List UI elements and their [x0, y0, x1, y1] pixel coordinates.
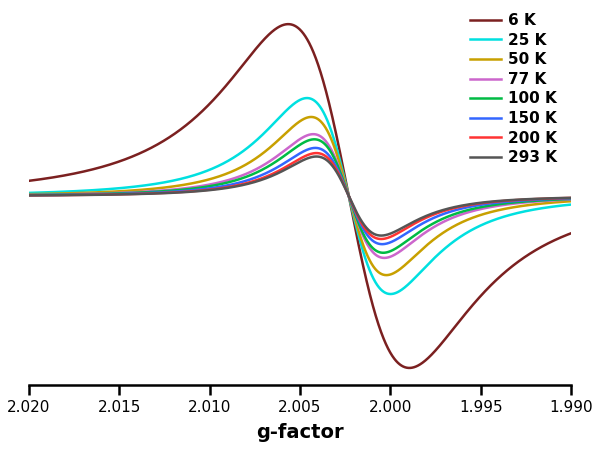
- 50 K: [389, 271, 396, 276]
- 293 K: [313, 154, 320, 159]
- 200 K: [224, 185, 231, 190]
- 293 K: [389, 230, 396, 235]
- 100 K: [380, 250, 387, 255]
- 150 K: [389, 239, 396, 244]
- 25 K: [389, 291, 396, 296]
- 25 K: [358, 243, 365, 248]
- 25 K: [448, 240, 455, 246]
- 77 K: [448, 216, 455, 221]
- 200 K: [377, 236, 385, 242]
- 6 K: [358, 255, 365, 260]
- 100 K: [495, 202, 502, 207]
- 200 K: [448, 206, 455, 211]
- 200 K: [313, 150, 320, 156]
- 150 K: [448, 209, 455, 214]
- 150 K: [101, 192, 108, 197]
- Line: 150 K: 150 K: [0, 148, 600, 244]
- 6 K: [389, 353, 396, 359]
- 293 K: [495, 198, 502, 204]
- 293 K: [358, 218, 365, 224]
- 200 K: [358, 220, 365, 226]
- 150 K: [495, 200, 502, 205]
- 6 K: [406, 365, 413, 370]
- 293 K: [224, 185, 231, 190]
- 100 K: [224, 180, 231, 185]
- Legend: 6 K, 25 K, 50 K, 77 K, 100 K, 150 K, 200 K, 293 K: 6 K, 25 K, 50 K, 77 K, 100 K, 150 K, 200…: [464, 7, 563, 172]
- 6 K: [284, 22, 292, 27]
- 50 K: [308, 114, 315, 120]
- Line: 100 K: 100 K: [0, 139, 600, 253]
- 200 K: [495, 199, 502, 204]
- 77 K: [380, 255, 388, 260]
- Line: 200 K: 200 K: [0, 153, 600, 239]
- 25 K: [101, 187, 108, 192]
- 150 K: [312, 145, 319, 150]
- 200 K: [389, 233, 396, 238]
- Line: 293 K: 293 K: [0, 157, 600, 236]
- 50 K: [383, 273, 390, 278]
- 77 K: [495, 203, 502, 208]
- 100 K: [311, 136, 318, 142]
- 50 K: [448, 225, 455, 230]
- 50 K: [495, 207, 502, 213]
- 25 K: [224, 158, 231, 164]
- 77 K: [101, 191, 108, 196]
- 25 K: [304, 95, 311, 101]
- 50 K: [101, 189, 108, 195]
- 293 K: [377, 233, 385, 238]
- 6 K: [448, 328, 455, 334]
- Line: 77 K: 77 K: [0, 134, 600, 258]
- 100 K: [358, 227, 365, 233]
- 100 K: [389, 247, 396, 253]
- X-axis label: g-factor: g-factor: [256, 423, 344, 442]
- Line: 50 K: 50 K: [0, 117, 600, 275]
- 100 K: [101, 191, 108, 197]
- 150 K: [379, 242, 386, 247]
- 150 K: [358, 223, 365, 228]
- 6 K: [101, 163, 108, 169]
- Line: 25 K: 25 K: [0, 98, 600, 294]
- 100 K: [448, 212, 455, 218]
- 77 K: [310, 132, 317, 137]
- 50 K: [358, 237, 365, 242]
- 6 K: [495, 275, 502, 281]
- 150 K: [224, 183, 231, 188]
- Line: 6 K: 6 K: [0, 24, 600, 368]
- 293 K: [448, 205, 455, 211]
- 77 K: [389, 253, 396, 259]
- 77 K: [224, 178, 231, 183]
- 25 K: [495, 216, 502, 221]
- 50 K: [224, 171, 231, 176]
- 25 K: [387, 291, 394, 297]
- 77 K: [358, 229, 365, 235]
- 200 K: [101, 192, 108, 197]
- 6 K: [224, 81, 231, 87]
- 293 K: [101, 192, 108, 198]
